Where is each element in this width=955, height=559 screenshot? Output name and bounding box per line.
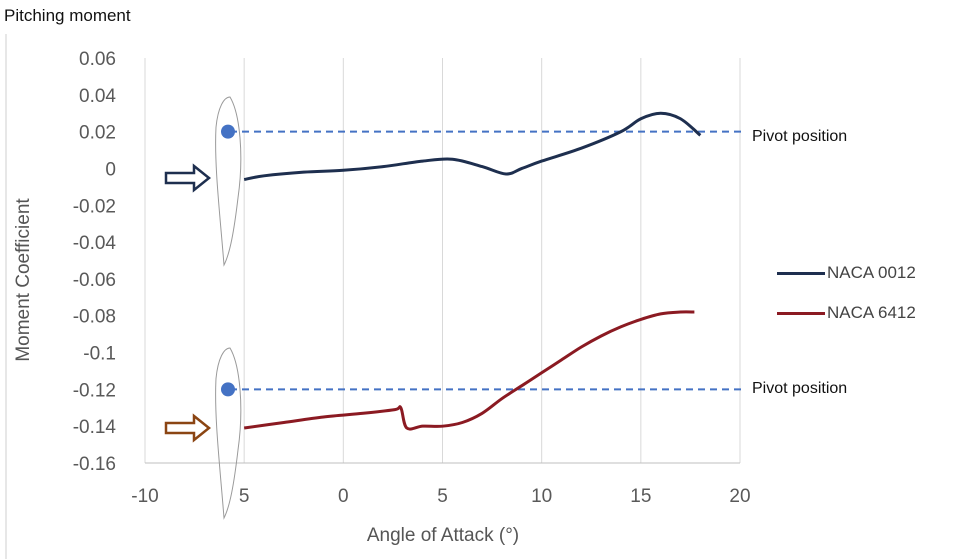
pivot-point xyxy=(221,382,235,397)
legend-swatch-naca-0012 xyxy=(777,272,825,276)
series-line-naca-6412 xyxy=(243,310,695,431)
y-tick-label: 0 xyxy=(105,159,116,180)
y-tick-label: -0.06 xyxy=(73,270,116,291)
y-tick-label: -0.14 xyxy=(73,417,117,438)
y-tick-label: 0.06 xyxy=(79,49,116,70)
y-tick-label: -0.02 xyxy=(73,196,116,217)
arrow-naca-6412 xyxy=(164,413,212,443)
y-tick-label: -0.12 xyxy=(73,380,116,401)
legend-item-naca-6412: NACA 6412 xyxy=(777,303,916,323)
x-tick-label: 20 xyxy=(729,486,750,507)
y-axis-label: Moment Coefficient xyxy=(13,198,34,362)
y-tick-label: -0.04 xyxy=(73,233,117,254)
y-tick-label: -0.08 xyxy=(73,307,116,328)
pivot-label-lower: Pivot position xyxy=(752,380,848,397)
y-tick-label: 0.02 xyxy=(79,123,116,144)
x-tick-label: 15 xyxy=(630,486,651,507)
x-tick-label: 5 xyxy=(437,486,448,507)
pivot-label-upper: Pivot position xyxy=(752,128,848,145)
y-tick-label: -0.1 xyxy=(83,344,116,365)
arrow-naca-0012 xyxy=(164,163,212,193)
airfoil-naca-0012 xyxy=(215,96,242,267)
x-tick-label: 0 xyxy=(338,486,349,507)
legend-item-naca-0012: NACA 0012 xyxy=(777,263,916,283)
x-tick-label: 5 xyxy=(239,486,250,507)
x-tick-label: -10 xyxy=(131,486,158,507)
x-axis-label: Angle of Attack (°) xyxy=(366,525,520,546)
legend-label-naca-0012: NACA 0012 xyxy=(827,263,916,282)
airfoil-naca-6412 xyxy=(215,347,242,520)
pivot-point xyxy=(221,124,235,139)
chart-title: Pitching moment xyxy=(4,6,131,25)
x-tick-label: 10 xyxy=(531,486,552,507)
legend-swatch-naca-6412 xyxy=(777,312,825,316)
y-tick-label: -0.16 xyxy=(73,454,116,475)
series-line-naca-0012 xyxy=(243,111,702,181)
legend-label-naca-6412: NACA 6412 xyxy=(827,303,916,322)
y-tick-label: 0.04 xyxy=(79,86,116,107)
